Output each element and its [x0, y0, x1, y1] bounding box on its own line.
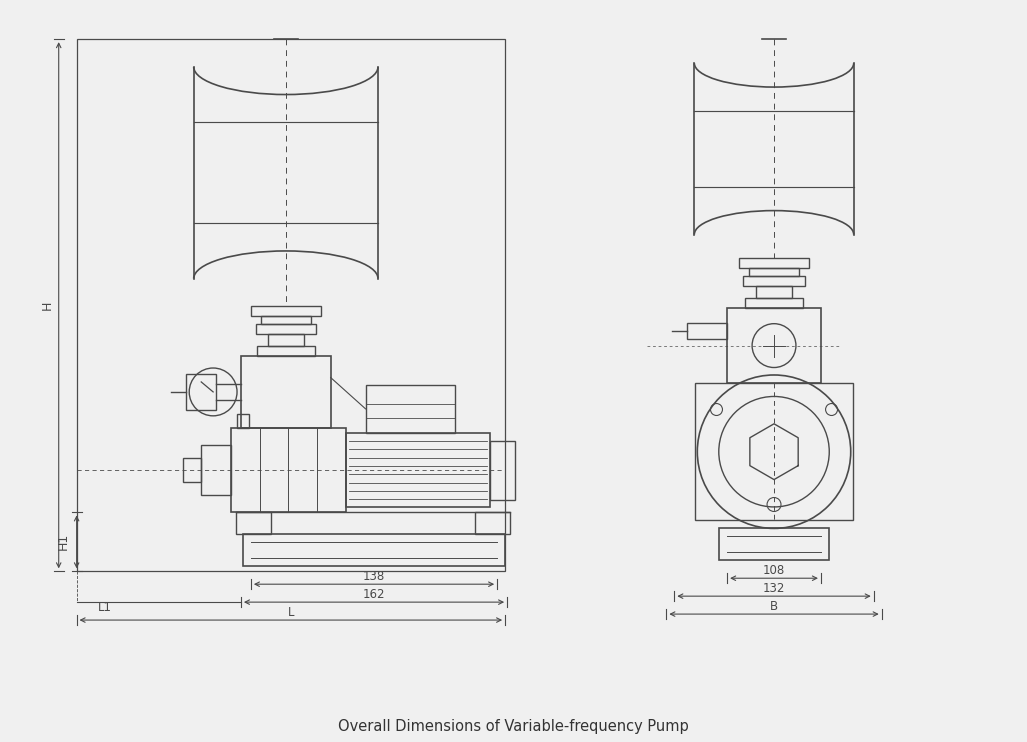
- Bar: [490, 441, 515, 499]
- Bar: [231, 428, 346, 513]
- Text: H1: H1: [58, 533, 70, 551]
- Bar: [257, 346, 314, 356]
- Bar: [746, 298, 803, 308]
- Bar: [236, 513, 271, 534]
- Bar: [687, 323, 727, 338]
- Bar: [727, 308, 822, 383]
- Bar: [237, 414, 249, 428]
- Text: Overall Dimensions of Variable-frequency Pump: Overall Dimensions of Variable-frequency…: [338, 719, 688, 734]
- Bar: [366, 385, 455, 433]
- Bar: [346, 433, 490, 508]
- Bar: [251, 306, 320, 316]
- Bar: [756, 286, 792, 298]
- Text: 162: 162: [363, 588, 385, 601]
- Bar: [744, 276, 805, 286]
- Text: H: H: [40, 301, 53, 310]
- Bar: [739, 258, 809, 269]
- Bar: [183, 458, 201, 482]
- Bar: [77, 39, 505, 571]
- Text: L: L: [288, 605, 294, 619]
- Text: 108: 108: [763, 564, 786, 577]
- Bar: [186, 374, 216, 410]
- Text: L1: L1: [98, 600, 112, 614]
- Text: 138: 138: [363, 570, 385, 582]
- Bar: [268, 334, 304, 346]
- Bar: [261, 316, 311, 324]
- Text: B: B: [770, 600, 778, 613]
- Bar: [256, 324, 315, 334]
- Text: 132: 132: [763, 582, 786, 594]
- Bar: [695, 383, 852, 520]
- Bar: [719, 528, 829, 560]
- Bar: [749, 269, 799, 276]
- Bar: [243, 534, 505, 566]
- Bar: [241, 356, 331, 428]
- Bar: [201, 445, 231, 495]
- Bar: [476, 513, 510, 534]
